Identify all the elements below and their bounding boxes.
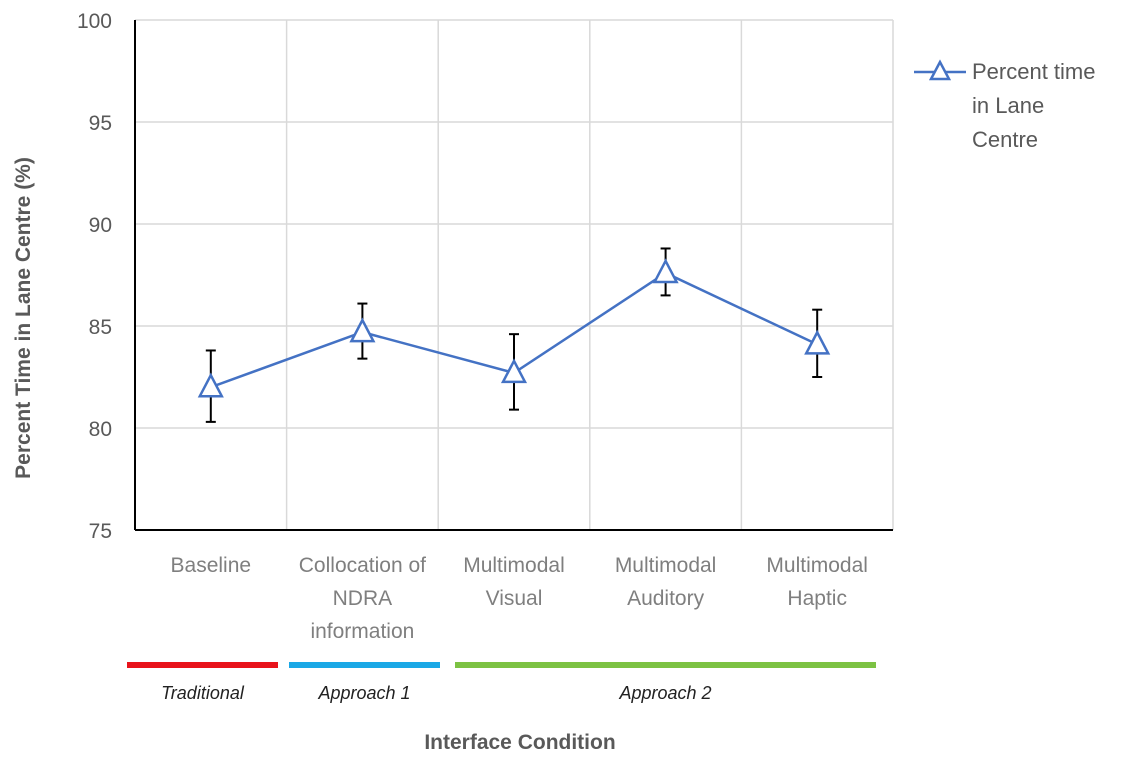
y-tick-labels: 75 80 85 90 95 100 (77, 10, 112, 543)
data-point (806, 332, 828, 353)
x-tick-label: NDRA (333, 587, 393, 610)
x-tick-label: Visual (486, 587, 543, 610)
x-tick-label: Baseline (171, 554, 252, 577)
legend-label: in Lane (972, 93, 1044, 118)
x-category-labels: Baseline Collocation of NDRA information Mul… (171, 554, 868, 643)
axes (135, 20, 893, 530)
y-tick-label: 95 (89, 112, 112, 135)
group-label: Traditional (161, 683, 245, 703)
legend-label: Percent time (972, 59, 1096, 84)
x-tick-label: Collocation of (299, 554, 426, 577)
x-tick-label: Multimodal (463, 554, 565, 577)
data-point (351, 320, 373, 341)
x-tick-label: information (310, 620, 414, 643)
x-axis-label: Interface Condition (424, 731, 615, 754)
data-point (655, 261, 677, 282)
group-label: Approach 2 (618, 683, 711, 703)
x-tick-label: Haptic (787, 587, 847, 610)
y-tick-label: 90 (89, 214, 112, 237)
y-tick-label: 75 (89, 520, 112, 543)
group-label: Approach 1 (317, 683, 410, 703)
legend-marker (931, 62, 949, 79)
series-layer (200, 248, 828, 421)
x-tick-label: Multimodal (615, 554, 717, 577)
condition-groups: Traditional Approach 1 Approach 2 (127, 665, 876, 703)
x-tick-label: Auditory (627, 587, 705, 610)
gridlines (135, 20, 893, 530)
y-tick-label: 80 (89, 418, 112, 441)
legend: Percent time in Lane Centre (914, 59, 1096, 152)
y-axis-label: Percent Time in Lane Centre (%) (12, 157, 35, 479)
x-tick-label: Multimodal (766, 554, 868, 577)
y-tick-label: 100 (77, 10, 112, 33)
legend-label: Centre (972, 127, 1038, 152)
y-tick-label: 85 (89, 316, 112, 339)
